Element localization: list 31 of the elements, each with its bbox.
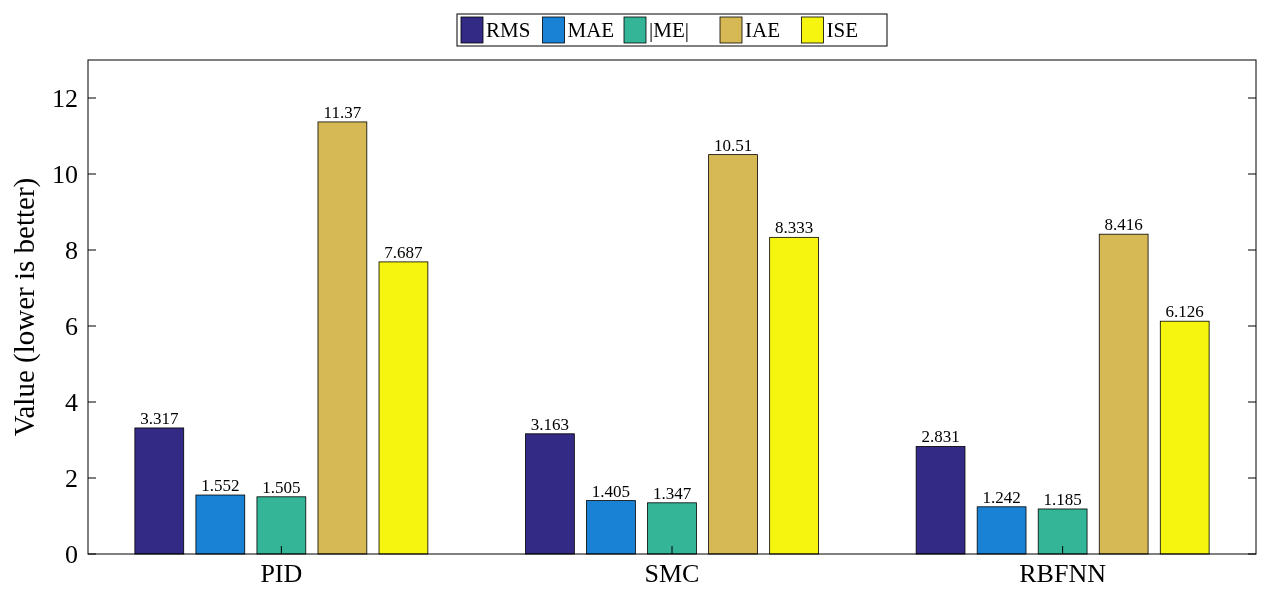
y-axis-title: Value (lower is better) xyxy=(8,177,41,437)
data-label: 1.505 xyxy=(262,477,301,497)
x-tick-label: PID xyxy=(260,559,303,588)
data-label: 8.333 xyxy=(774,218,814,238)
legend-label: ISE xyxy=(826,18,858,43)
data-label: 2.831 xyxy=(921,427,960,447)
data-label: 1.405 xyxy=(591,481,631,501)
y-tick-label: 10 xyxy=(52,160,78,190)
y-tick-label: 0 xyxy=(65,540,78,570)
data-label: 10.51 xyxy=(713,135,753,155)
data-label: 1.552 xyxy=(201,476,240,496)
y-tick-label: 4 xyxy=(65,388,78,418)
legend-label: |ME| xyxy=(649,18,689,43)
legend-label: IAE xyxy=(745,18,780,43)
legend-label: RMS xyxy=(486,18,531,43)
y-tick-label: 2 xyxy=(65,464,78,494)
data-label: 6.126 xyxy=(1165,302,1204,322)
data-label: 3.163 xyxy=(530,414,570,434)
data-label: 1.185 xyxy=(1043,489,1082,509)
x-tick-label: SMC xyxy=(644,559,700,588)
y-tick-label: 8 xyxy=(65,236,78,266)
data-label: 8.416 xyxy=(1104,215,1143,235)
data-label: 11.37 xyxy=(323,102,362,122)
data-label: 1.347 xyxy=(652,483,692,503)
y-tick-label: 6 xyxy=(65,312,78,342)
legend-label: MAE xyxy=(567,18,615,43)
data-label: 1.242 xyxy=(982,487,1021,507)
data-label: 3.317 xyxy=(140,408,179,428)
data-label: 7.687 xyxy=(384,242,424,262)
x-tick-label: RBFNN xyxy=(1019,559,1107,588)
y-tick-label: 12 xyxy=(52,84,78,114)
